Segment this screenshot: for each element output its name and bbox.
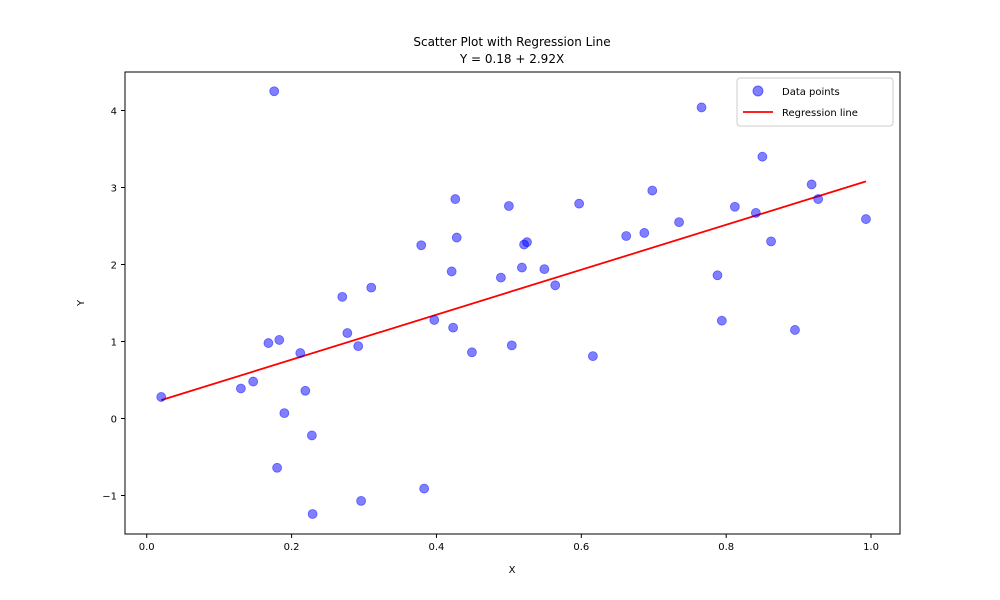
data-point [522, 237, 532, 248]
data-point [446, 266, 457, 277]
x-tick-label: 0.4 [428, 542, 444, 553]
data-point [450, 194, 461, 204]
data-point [517, 262, 527, 273]
data-point [451, 232, 462, 243]
legend-label-regression-line: Regression line [782, 108, 858, 119]
y-axis-label: Y [76, 299, 87, 307]
data-point [716, 315, 727, 326]
x-tick-label: 1.0 [863, 542, 879, 553]
data-point [353, 341, 364, 352]
data-point [272, 462, 283, 473]
x-tick-label: 0.6 [573, 542, 589, 553]
data-point [263, 338, 274, 348]
y-tick-label: 0 [111, 415, 117, 426]
chart-subtitle: Y = 0.18 + 2.92X [459, 52, 564, 66]
data-point [356, 495, 367, 506]
data-point [696, 102, 707, 113]
data-point [306, 430, 317, 441]
y-tick-label: 1 [111, 338, 117, 349]
data-point [156, 392, 167, 402]
x-tick-label: 0.2 [284, 542, 300, 553]
data-point [279, 408, 290, 419]
legend-label-data-points: Data points [782, 87, 840, 98]
data-point [506, 340, 517, 351]
y-tick-label: 3 [111, 184, 117, 195]
data-point [416, 240, 427, 251]
data-point [448, 322, 459, 333]
data-point [639, 228, 650, 238]
plot-frame [124, 71, 901, 535]
data-point [806, 179, 817, 190]
data-point [750, 208, 761, 218]
data-point [861, 214, 871, 224]
data-point [550, 280, 561, 291]
data-point [342, 328, 353, 338]
regression-line [160, 180, 867, 402]
data-point [337, 291, 348, 302]
data-point [757, 151, 768, 162]
data-point [539, 264, 550, 275]
data-points-series [156, 86, 871, 519]
y-tick-label: −1 [102, 492, 117, 503]
data-point [295, 348, 306, 358]
data-point [235, 383, 246, 394]
x-tick-label: 0.8 [718, 542, 734, 553]
data-point [790, 325, 800, 335]
data-point [307, 509, 318, 519]
data-point [248, 376, 259, 387]
data-point [647, 185, 658, 196]
data-point [621, 231, 632, 241]
data-point [729, 201, 740, 212]
data-point [587, 351, 598, 362]
x-axis-label: X [509, 565, 516, 576]
data-point [300, 385, 311, 396]
x-tick-label: 0.0 [139, 542, 155, 553]
data-point [366, 282, 377, 293]
y-tick-label: 2 [111, 261, 117, 272]
legend: Data points Regression line [736, 77, 894, 127]
y-axis-ticks: −1 0 1 2 3 4 [102, 107, 125, 503]
data-point [496, 272, 506, 283]
data-point [574, 198, 585, 209]
data-point [429, 315, 440, 325]
data-point [274, 335, 285, 345]
x-axis-ticks: 0.0 0.2 0.4 0.6 0.8 1.0 [139, 534, 879, 553]
y-tick-label: 4 [111, 107, 117, 118]
data-point [503, 201, 514, 211]
data-point [766, 236, 776, 247]
plot-area [125, 72, 900, 534]
data-point [419, 483, 430, 494]
legend-data-points-marker [752, 85, 764, 97]
data-point [269, 86, 280, 97]
regression-series [160, 180, 867, 402]
data-point [813, 194, 824, 204]
legend-box [736, 77, 894, 127]
chart-title: Scatter Plot with Regression Line [413, 35, 610, 49]
data-point [674, 217, 684, 228]
data-point [712, 270, 723, 281]
data-point [467, 347, 477, 358]
